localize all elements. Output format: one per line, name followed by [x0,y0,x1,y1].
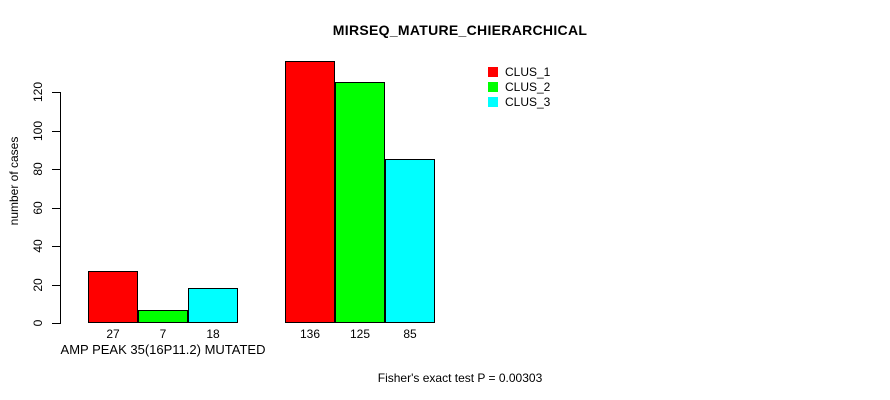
y-axis-tick-label: 60 [31,200,45,215]
y-axis-line [60,92,61,324]
bar-clus_2-group1 [138,310,188,323]
y-axis-tick [52,323,60,324]
bar-clus_3-group1 [188,288,238,323]
y-axis-tick-label: 0 [31,319,45,327]
legend-swatch-icon [488,96,498,107]
legend-swatch-icon [488,66,498,77]
y-axis-tick [52,169,60,170]
y-axis-tick-label: 80 [31,162,45,176]
y-axis-label: number of cases [7,136,21,226]
y-axis-tick [52,92,60,93]
bar-value-label: 85 [403,327,417,341]
legend: CLUS_1 CLUS_2 CLUS_3 [488,64,550,109]
bar-value-label: 18 [206,327,220,341]
bar-value-label: 7 [159,327,167,341]
y-axis-tick [52,246,60,247]
legend-label: CLUS_2 [505,79,551,94]
y-axis-tick-label: 20 [31,277,45,292]
legend-swatch-icon [488,81,498,92]
legend-row-clus_2: CLUS_2 [488,79,550,94]
x-group-label: AMP PEAK 35(16P11.2) MUTATED [60,342,266,357]
chart-title: MIRSEQ_MATURE_CHIERARCHICAL [332,22,588,38]
y-axis-tick [52,284,60,286]
bar-value-label: 125 [349,327,371,341]
bar-clus_1-group1 [88,271,138,323]
fisher-test-annotation: Fisher's exact test P = 0.00303 [377,371,543,385]
bar-value-label: 27 [106,327,120,341]
bar-clus_1-group2 [285,61,335,323]
y-axis-tick [52,130,60,132]
bar-clus_2-group2 [335,82,385,323]
y-axis-tick-label: 120 [31,81,45,103]
y-axis-tick [52,207,60,209]
bar-clus_3-group2 [385,159,435,323]
y-axis-tick-label: 100 [31,120,45,141]
legend-row-clus_3: CLUS_3 [488,94,550,109]
y-axis-tick-label: 40 [31,239,45,253]
bar-value-label: 136 [299,327,321,341]
legend-label: CLUS_1 [505,64,551,79]
legend-row-clus_1: CLUS_1 [488,64,550,79]
legend-label: CLUS_3 [505,94,551,109]
